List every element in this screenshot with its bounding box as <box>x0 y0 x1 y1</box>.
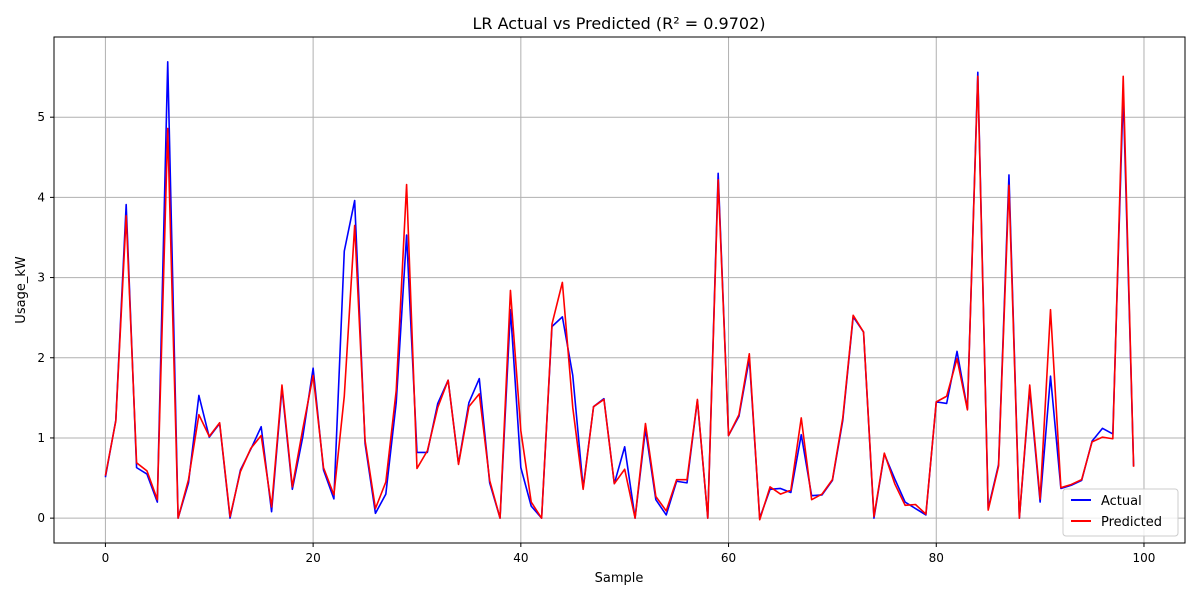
y-tick-label: 1 <box>37 431 45 445</box>
legend-box <box>1062 488 1179 537</box>
y-tick-label: 2 <box>37 351 45 365</box>
y-tick-label: 3 <box>37 271 45 285</box>
x-tick-label: 20 <box>305 551 320 565</box>
y-tick-label: 4 <box>37 190 45 204</box>
tick-layer: 0 20 40 60 80 100 0 1 2 3 4 5 <box>37 110 1155 565</box>
x-tick-label: 100 <box>1133 551 1156 565</box>
grid-layer <box>54 37 1185 543</box>
y-axis-label: Usage_kW <box>14 256 29 324</box>
plot-frame <box>53 36 1186 544</box>
x-tick-label: 80 <box>929 551 944 565</box>
legend: Actual Predicted <box>1062 488 1179 537</box>
series-layer <box>104 61 1135 521</box>
x-axis-label: Sample <box>595 571 644 586</box>
legend-label-actual: Actual <box>1101 494 1142 509</box>
legend-label-predicted: Predicted <box>1101 515 1162 530</box>
y-tick-label: 5 <box>37 110 45 124</box>
x-tick-label: 60 <box>721 551 736 565</box>
series-line-predicted <box>104 75 1135 521</box>
x-tick-label: 40 <box>513 551 528 565</box>
chart-title: LR Actual vs Predicted (R² = 0.9702) <box>473 14 766 33</box>
x-tick-label: 0 <box>102 551 110 565</box>
y-tick-label: 0 <box>37 511 45 525</box>
